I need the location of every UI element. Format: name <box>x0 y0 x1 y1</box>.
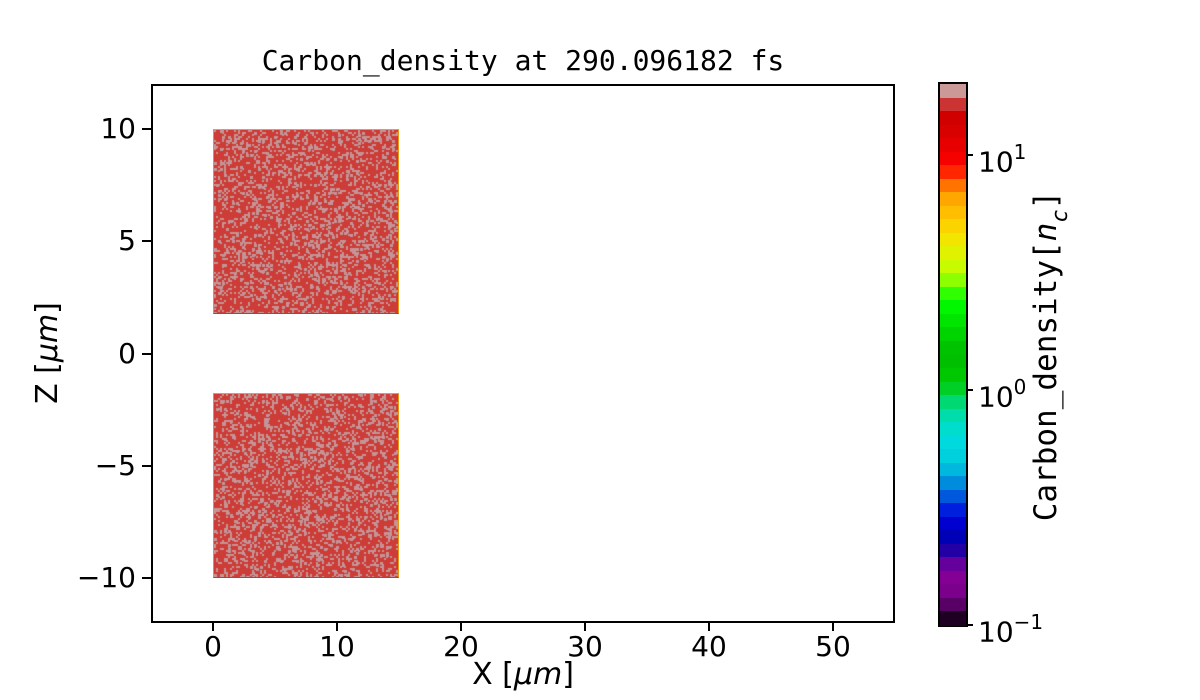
colorbar-tick-base: 10 <box>978 615 1014 649</box>
x-tick-mark <box>212 622 214 631</box>
x-tick-label: 20 <box>443 630 479 663</box>
colorbar-band <box>940 84 966 99</box>
x-axis-label: X [μm] <box>151 658 895 692</box>
colorbar-band <box>940 205 966 220</box>
y-axis-label-suffix: ] <box>30 302 65 314</box>
colorbar-band <box>940 408 966 423</box>
colorbar-band <box>940 368 966 383</box>
colorbar-band <box>940 611 966 626</box>
colorbar-tick-base: 10 <box>978 380 1014 414</box>
z-tick-mark <box>142 577 151 580</box>
colorbar-tick-label: 101 <box>978 138 1026 178</box>
colorbar-band <box>940 543 966 558</box>
z-tick-label: 5 <box>118 224 136 258</box>
z-tick-label: 0 <box>118 336 136 370</box>
plot-area <box>151 84 895 623</box>
z-tick-label: −5 <box>94 448 136 482</box>
x-axis-label-suffix: ] <box>562 657 574 692</box>
z-tick-mark <box>142 464 151 467</box>
colorbar-band <box>940 395 966 410</box>
colorbar-band <box>940 165 966 180</box>
colorbar-band <box>940 111 966 126</box>
colorbar-band <box>940 584 966 599</box>
z-tick-mark <box>142 127 151 130</box>
colorbar-band <box>940 192 966 207</box>
z-tick-label: 10 <box>100 111 136 145</box>
colorbar-tick-label: 100 <box>978 373 1026 413</box>
colorbar-band <box>940 313 966 329</box>
z-tick-label: −10 <box>76 561 136 595</box>
x-tick-label: 10 <box>319 630 355 663</box>
colorbar-band <box>940 259 966 274</box>
colorbar-band <box>940 124 966 139</box>
colorbar-tick-exponent: 0 <box>1013 374 1027 399</box>
density-speckle-texture <box>214 130 398 313</box>
colorbar-band <box>940 327 966 342</box>
colorbar-band <box>940 232 966 247</box>
density-speckle-texture <box>214 394 398 577</box>
colorbar-band <box>940 476 966 491</box>
colorbar-band <box>940 138 966 153</box>
colorbar-band <box>940 530 966 545</box>
colorbar-label-suffix: ] <box>1028 190 1064 210</box>
x-tick-label: 0 <box>204 630 222 663</box>
colorbar-band <box>940 246 966 261</box>
colorbar-band <box>940 516 966 531</box>
colorbar-band <box>940 219 966 234</box>
colorbar-band <box>940 570 966 586</box>
colorbar-band <box>940 449 966 464</box>
x-tick-label: 50 <box>815 630 851 663</box>
colorbar-tick-mark <box>966 153 973 156</box>
z-tick-mark <box>142 352 151 355</box>
x-axis-label-prefix: X [ <box>472 657 514 692</box>
colorbar-band <box>940 489 966 504</box>
x-tick-label: 30 <box>567 630 603 663</box>
colorbar-band <box>940 381 966 396</box>
colorbar-label-var: n <box>1028 222 1064 242</box>
colorbar-label-prefix: Carbon_density[ <box>1028 241 1064 522</box>
x-tick-label: 40 <box>691 630 727 663</box>
colorbar-band <box>940 273 966 288</box>
x-axis-unit: μm <box>513 657 563 692</box>
colorbar-band <box>940 97 966 112</box>
colorbar-band <box>940 178 966 193</box>
colorbar-label: Carbon_density[nc] <box>1028 0 1073 700</box>
colorbar-tick-label: 10−1 <box>978 608 1043 648</box>
density-slab-upper-slab <box>213 129 399 314</box>
colorbar-band <box>940 354 966 369</box>
colorbar-band <box>940 435 966 450</box>
x-tick-mark <box>460 622 462 631</box>
x-tick-mark <box>336 622 338 631</box>
colorbar-tick-base: 10 <box>978 145 1014 179</box>
colorbar-band <box>940 462 966 477</box>
colorbar <box>938 82 968 627</box>
colorbar-label-sub: c <box>1048 209 1074 223</box>
z-tick-mark <box>142 240 151 243</box>
colorbar-band <box>940 503 966 518</box>
colorbar-tick-exponent: 1 <box>1013 139 1027 164</box>
colorbar-tick-mark <box>966 624 973 626</box>
colorbar-band <box>940 422 966 437</box>
colorbar-band <box>940 151 966 166</box>
colorbar-tick-exponent: −1 <box>1013 610 1044 634</box>
colorbar-band <box>940 340 966 356</box>
colorbar-tick-mark <box>966 388 973 391</box>
x-tick-mark <box>584 622 586 631</box>
colorbar-band <box>940 597 966 613</box>
colorbar-band <box>940 300 966 315</box>
x-tick-mark <box>708 622 710 631</box>
colorbar-band <box>940 557 966 572</box>
density-slab-lower-slab <box>213 393 399 578</box>
x-tick-mark <box>832 622 834 631</box>
chart-title: Carbon_density at 290.096182 fs <box>261 44 785 77</box>
colorbar-band <box>940 286 966 301</box>
